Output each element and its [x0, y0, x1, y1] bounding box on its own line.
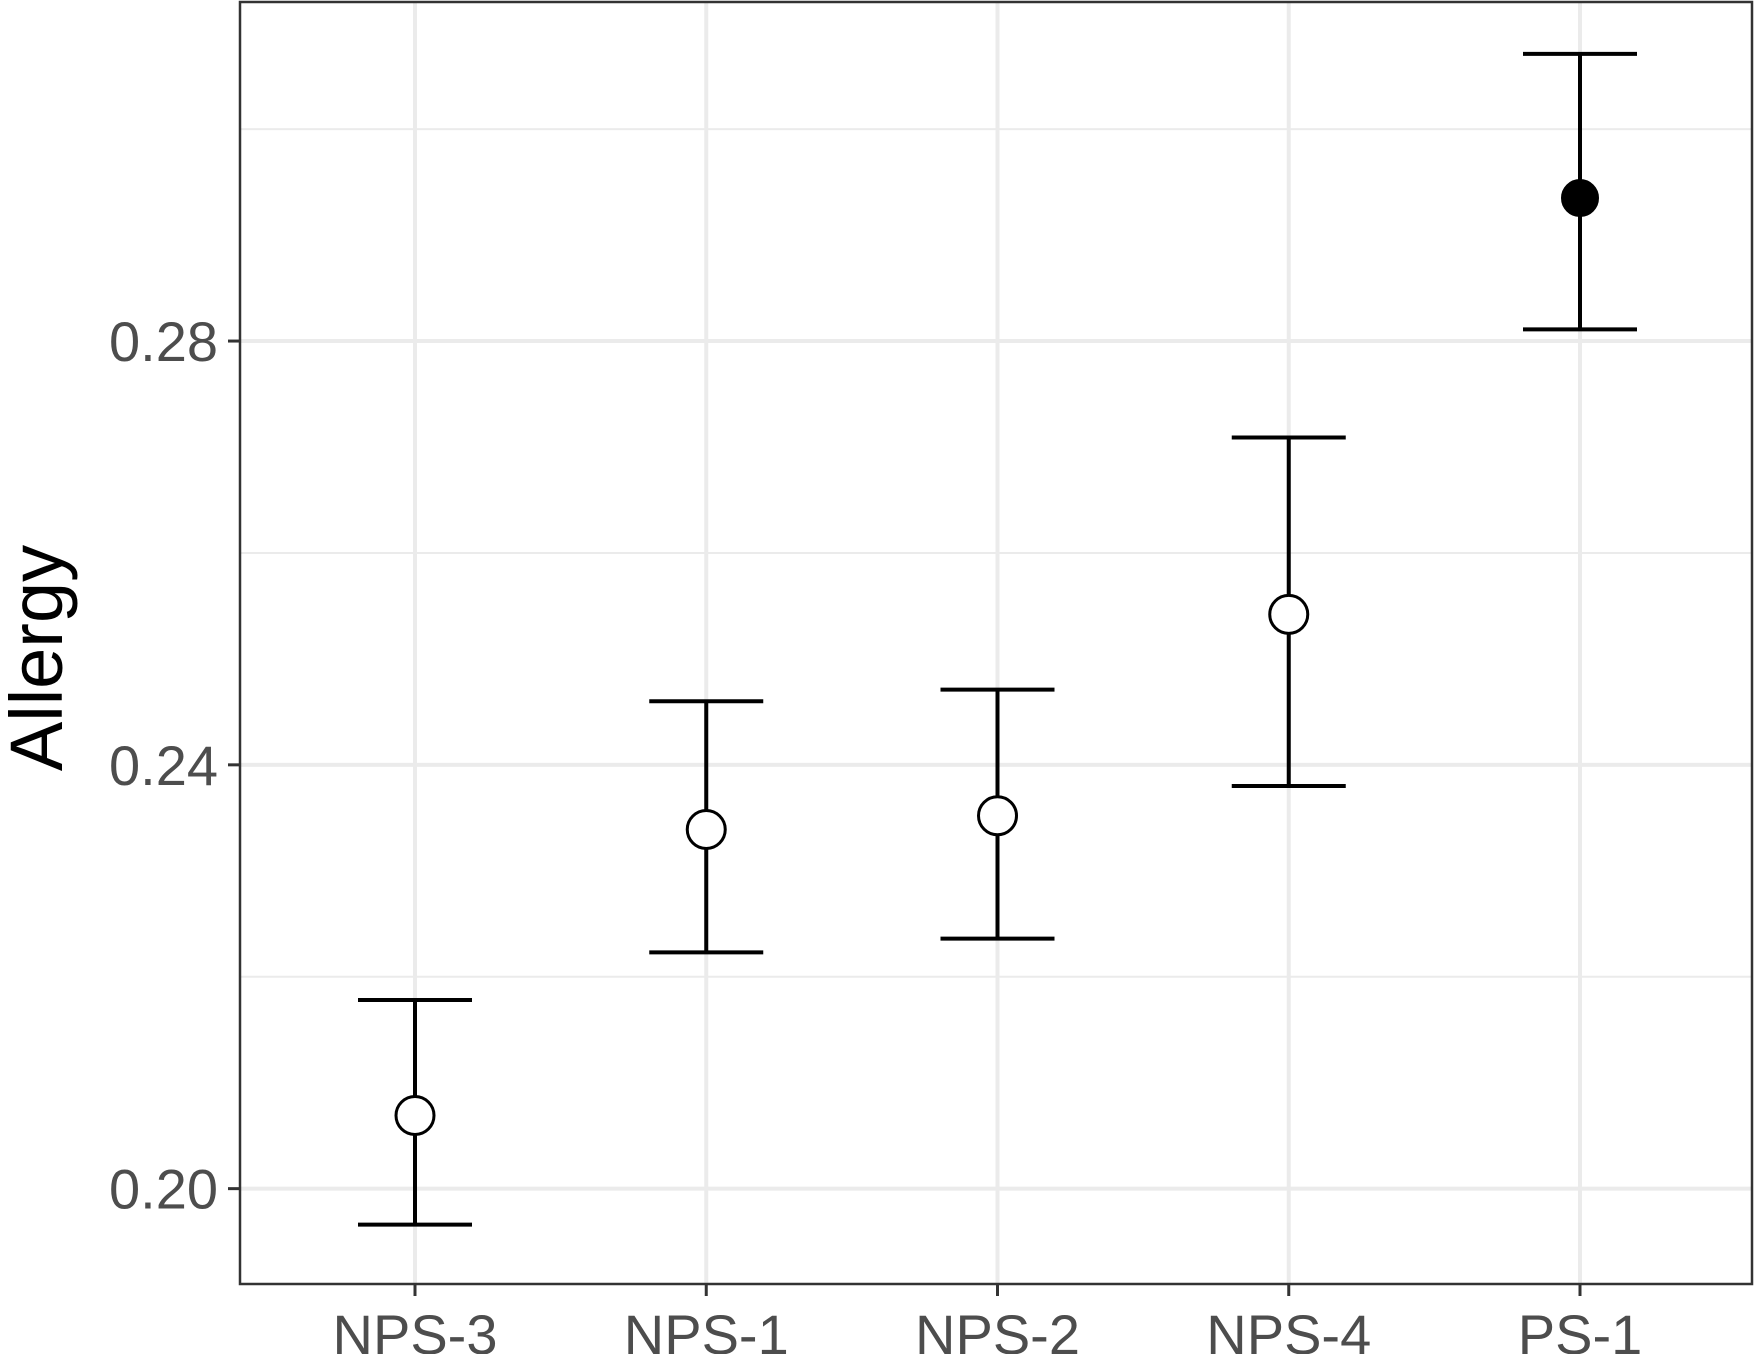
x-tick-label: NPS-2	[915, 1303, 1080, 1354]
x-tick-label: NPS-3	[333, 1303, 498, 1354]
grid-lines	[240, 2, 1752, 1284]
y-tick-label: 0.20	[109, 1158, 218, 1221]
y-axis-title: Allergy	[0, 545, 78, 771]
point-open	[394, 1095, 436, 1137]
y-tick-label: 0.24	[109, 734, 218, 797]
point-open	[1268, 593, 1310, 635]
point-open	[977, 795, 1018, 837]
x-tick-label: PS-1	[1518, 1303, 1643, 1354]
axes: 0.20 0.24 0.28 NPS-3 NPS-1 NPS-2 NPS-4 PS-1	[109, 310, 1642, 1354]
x-tick-label: NPS-4	[1206, 1303, 1371, 1354]
point-filled	[1561, 179, 1599, 218]
x-tick-label: NPS-1	[624, 1303, 789, 1354]
point-open	[685, 808, 727, 850]
data-marks	[358, 51, 1637, 1227]
y-tick-label: 0.28	[109, 310, 218, 373]
